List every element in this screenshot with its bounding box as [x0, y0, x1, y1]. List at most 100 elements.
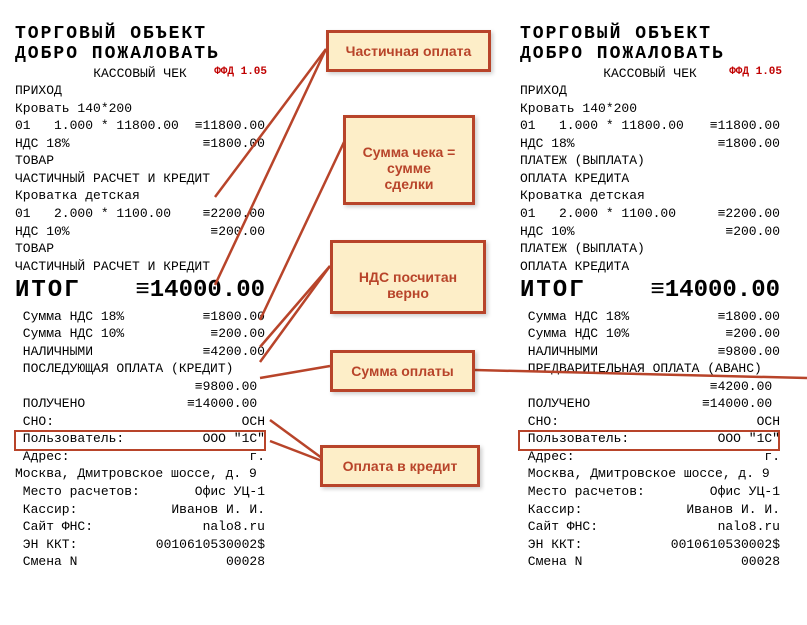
- receipt-row: СНО:ОСН: [15, 413, 265, 431]
- receipt-line: Кровать 140*200: [15, 100, 265, 118]
- row-right: 00028: [226, 553, 265, 571]
- row-left: 01 1.000 * 11800.00: [520, 117, 684, 135]
- receipt-line: Кровать 140*200: [520, 100, 780, 118]
- receipt-body: ПРИХОДКровать 140*20001 1.000 * 11800.00…: [15, 82, 265, 275]
- callout-text: Сумма оплаты: [351, 363, 453, 379]
- row-left: НАЛИЧНЫМИ: [15, 343, 93, 361]
- receipt-row: НДС 10% ≡200.00: [520, 223, 780, 241]
- row-left: НДС 18%: [15, 135, 70, 153]
- callout-text: НДС посчитан верно: [359, 269, 457, 301]
- row-right: ≡4200.00: [203, 343, 265, 361]
- receipt-sub: КАССОВЫЙ ЧЕК ФФД 1.05: [15, 65, 265, 83]
- callout-check-sum: Сумма чека = сумме сделки: [343, 115, 475, 205]
- receipt-sub: КАССОВЫЙ ЧЕК ФФД 1.05: [520, 65, 780, 83]
- row-left: 01 2.000 * 1100.00: [15, 205, 171, 223]
- receipt-row: ЭН ККТ:0010610530002$: [520, 536, 780, 554]
- receipt-left: ТОРГОВЫЙ ОБЪЕКТ ДОБРО ПОЖАЛОВАТЬ КАССОВЫ…: [15, 25, 265, 571]
- callout-credit-payment: Оплата в кредит: [320, 445, 480, 487]
- row-left: НАЛИЧНЫМИ: [520, 343, 598, 361]
- row-right: ОСН: [242, 413, 265, 431]
- row-right: ≡14000.00: [187, 395, 265, 413]
- receipt-line: ПОСЛЕДУЮЩАЯ ОПЛАТА (КРЕДИТ): [15, 360, 265, 378]
- receipt-row: Сайт ФНС:nalo8.ru: [15, 518, 265, 536]
- row-right: 0010610530002$: [671, 536, 780, 554]
- row-right: ≡200.00: [725, 223, 780, 241]
- itog-label: ИТОГ: [520, 275, 586, 307]
- receipt-line: ПЛАТЕЖ (ВЫПЛАТА): [520, 240, 780, 258]
- row-right: 0010610530002$: [156, 536, 265, 554]
- row-left: ПОЛУЧЕНО: [15, 395, 85, 413]
- receipt-row: Сумма НДС 10%≡200.00: [520, 325, 780, 343]
- row-right: Офис УЦ-1: [195, 483, 265, 501]
- row-left: Смена N: [520, 553, 582, 571]
- ffd-badge: ФФД 1.05: [729, 65, 782, 80]
- receipt-line: Кроватка детская: [15, 187, 265, 205]
- receipt-row: ≡9800.00: [15, 378, 265, 396]
- receipt-row: ПОЛУЧЕНО≡14000.00: [520, 395, 780, 413]
- row-left: НДС 18%: [520, 135, 575, 153]
- callout-text: Частичная оплата: [346, 43, 472, 59]
- receipt-row: Сумма НДС 18% ≡1800.00: [15, 308, 265, 326]
- row-right: ≡2200.00: [203, 205, 265, 223]
- receipt-row: 01 1.000 * 11800.00 ≡11800.00: [520, 117, 780, 135]
- receipt-row: Сайт ФНС: nalo8.ru: [520, 518, 780, 536]
- row-left: Сумма НДС 18%: [15, 308, 124, 326]
- row-right: ≡200.00: [210, 325, 265, 343]
- callout-vat: НДС посчитан верно: [330, 240, 486, 314]
- receipt-row: 01 1.000 * 11800.00≡11800.00: [15, 117, 265, 135]
- row-left: 01 1.000 * 11800.00: [15, 117, 179, 135]
- receipt-sub-text: КАССОВЫЙ ЧЕК: [93, 66, 187, 81]
- receipt-line: Москва, Дмитровское шоссе, д. 9: [520, 465, 780, 483]
- receipt-row: ЭН ККТ:0010610530002$: [15, 536, 265, 554]
- receipt-row: Кассир:Иванов И. И.: [15, 501, 265, 519]
- row-left: Кассир:: [15, 501, 77, 519]
- row-right: Офис УЦ-1: [710, 483, 780, 501]
- receipt-line: Кроватка детская: [520, 187, 780, 205]
- receipt-title-1: ТОРГОВЫЙ ОБЪЕКТ: [520, 25, 780, 45]
- row-right: Иванов И. И.: [686, 501, 780, 519]
- receipt-line: ТОВАР: [15, 240, 265, 258]
- receipt-row: 01 2.000 * 1100.00 ≡2200.00: [15, 205, 265, 223]
- receipt-row: НАЛИЧНЫМИ ≡4200.00: [15, 343, 265, 361]
- row-left: СНО:: [520, 413, 559, 431]
- receipt-line: ПРИХОД: [520, 82, 780, 100]
- row-right: ≡200.00: [725, 325, 780, 343]
- row-left: Смена N: [15, 553, 77, 571]
- receipt-row: НДС 10%≡200.00: [15, 223, 265, 241]
- receipt-body: ПРИХОДКровать 140*20001 1.000 * 11800.00…: [520, 82, 780, 275]
- receipt-row: Сумма НДС 18%≡1800.00: [520, 308, 780, 326]
- row-left: Место расчетов:: [15, 483, 140, 501]
- receipt-row: НАЛИЧНЫМИ≡9800.00: [520, 343, 780, 361]
- row-left: Место расчетов:: [520, 483, 645, 501]
- receipt-row: ≡4200.00: [520, 378, 780, 396]
- receipt-row: Кассир:Иванов И. И.: [520, 501, 780, 519]
- receipt-row: Место расчетов: Офис УЦ-1: [520, 483, 780, 501]
- receipt-right: ТОРГОВЫЙ ОБЪЕКТ ДОБРО ПОЖАЛОВАТЬ КАССОВЫ…: [520, 25, 780, 571]
- row-right: ≡200.00: [210, 223, 265, 241]
- receipt-line: ЧАСТИЧНЫЙ РАСЧЕТ И КРЕДИТ: [15, 258, 265, 276]
- receipt-line: ОПЛАТА КРЕДИТА: [520, 170, 780, 188]
- row-right: ОСН: [757, 413, 780, 431]
- receipt-row: НДС 18%≡1800.00: [520, 135, 780, 153]
- row-right: nalo8.ru: [718, 518, 780, 536]
- row-right: ≡1800.00: [718, 308, 780, 326]
- receipt-row: Смена N 00028: [15, 553, 265, 571]
- receipt-row: СНО: ОСН: [520, 413, 780, 431]
- receipt-row: НДС 18%≡1800.00: [15, 135, 265, 153]
- row-right: ≡1800.00: [203, 308, 265, 326]
- receipt-title-2: ДОБРО ПОЖАЛОВАТЬ: [520, 45, 780, 65]
- callout-text: Сумма чека = сумме сделки: [363, 144, 456, 192]
- receipt-line: ТОВАР: [15, 152, 265, 170]
- row-right: ≡11800.00: [710, 117, 780, 135]
- receipt-line: ОПЛАТА КРЕДИТА: [520, 258, 780, 276]
- row-left: Сайт ФНС:: [520, 518, 598, 536]
- receipt-sub-text: КАССОВЫЙ ЧЕК: [603, 66, 697, 81]
- receipt-row: Сумма НДС 10%≡200.00: [15, 325, 265, 343]
- receipt-row: 01 2.000 * 1100.00 ≡2200.00: [520, 205, 780, 223]
- receipt-row: Смена N00028: [520, 553, 780, 571]
- itog-value: ≡14000.00: [650, 275, 780, 307]
- itog-row: ИТОГ ≡14000.00: [15, 275, 265, 307]
- row-right: ≡2200.00: [718, 205, 780, 223]
- row-left: 01 2.000 * 1100.00: [520, 205, 676, 223]
- row-left: НДС 10%: [520, 223, 575, 241]
